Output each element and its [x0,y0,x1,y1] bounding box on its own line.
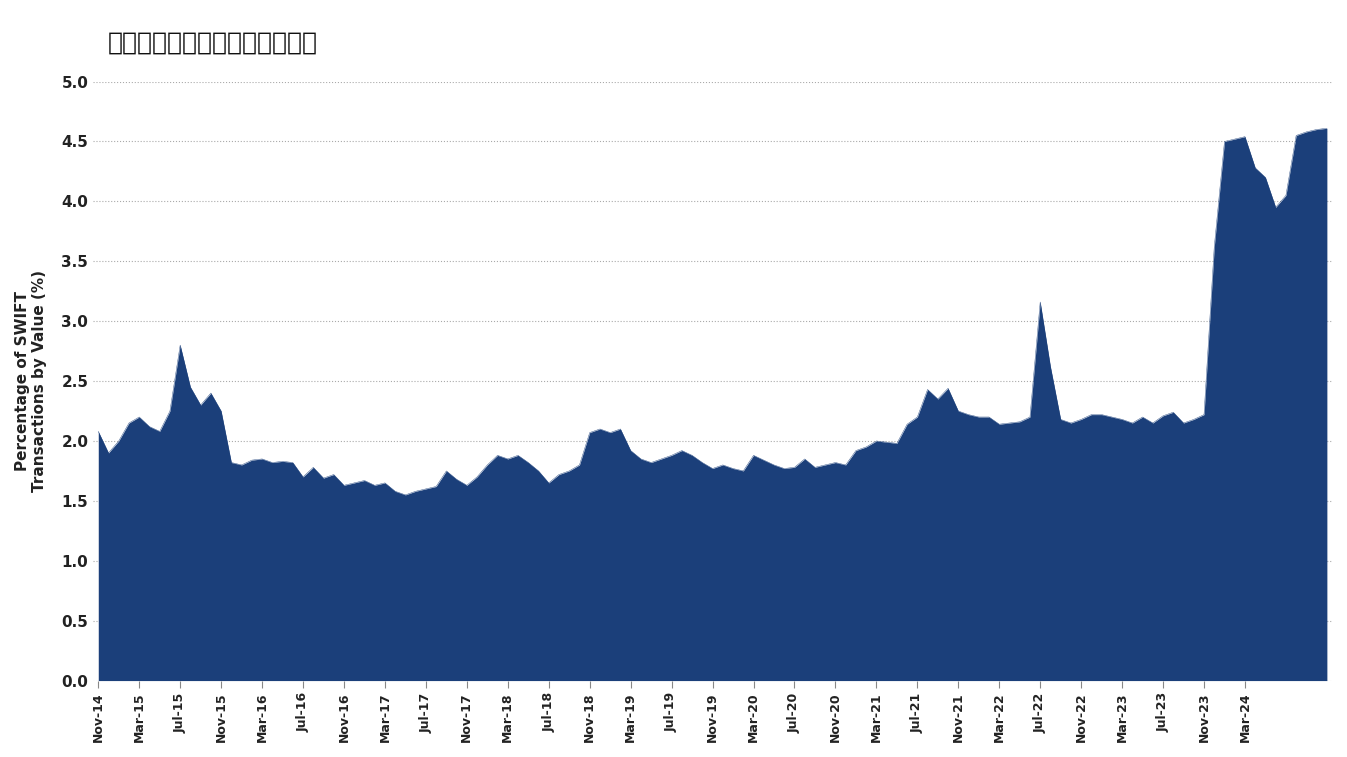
Text: 过去一年人民币使用量翻了一番: 过去一年人民币使用量翻了一番 [108,30,318,55]
Y-axis label: Percentage of SWIFT
Transactions by Value (%): Percentage of SWIFT Transactions by Valu… [15,270,47,492]
